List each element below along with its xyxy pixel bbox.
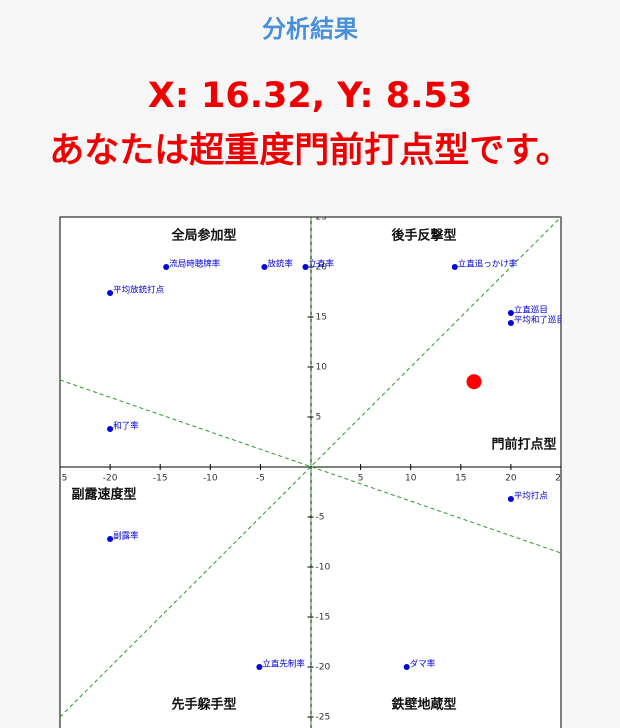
boundary-line (60, 379, 561, 554)
point (256, 664, 263, 670)
point (507, 320, 514, 326)
quadrant-label: 先手躱手型 (171, 697, 236, 713)
x-tick-label: -10 (203, 474, 218, 484)
point-label: 立直先制率 (262, 659, 305, 670)
point-label: 副露率 (113, 531, 139, 542)
point (107, 426, 114, 432)
plot: -25 -20 -15 -10 -5 5 10 15 20 25 -25 -20 -15 -10 -5 5 10… (53, 213, 566, 728)
point (403, 664, 410, 670)
point-label: 流局時聴牌率 (169, 259, 221, 270)
point (507, 496, 514, 502)
quadrant-label: 後手反撃型 (391, 228, 456, 244)
x-tick-label: -20 (103, 474, 118, 484)
point (107, 536, 114, 542)
x-tick-label: 15 (455, 474, 466, 484)
point-label: 立直率 (308, 259, 334, 270)
point (302, 264, 309, 270)
result-message: あなたは超重度門前打点型です。 (49, 131, 571, 171)
point-label: 和了率 (113, 421, 139, 432)
point-label: 立直追っかけ率 (458, 259, 518, 270)
point-label: 平均放銃打点 (113, 285, 165, 296)
y-tick-label: -25 (316, 713, 331, 723)
x-tick-label: 25 (555, 474, 566, 484)
y-tick-label: 15 (316, 313, 327, 323)
point-label: 平均和了巡目 (514, 315, 565, 326)
y-tick-label: 10 (316, 363, 328, 373)
point (507, 310, 514, 316)
x-tick-label: -5 (256, 474, 265, 484)
x-tick-label: -25 (53, 474, 68, 484)
boundary-line (60, 217, 561, 718)
quadrant-label: 鉄壁地蔵型 (391, 697, 456, 713)
y-tick-label: -20 (316, 663, 331, 673)
quadrant-label: 門前打点型 (491, 437, 556, 453)
point-label: 平均打点 (514, 491, 549, 502)
result-score: X: 16.32, Y: 8.53 (148, 76, 472, 116)
y-tick-label: 25 (316, 213, 327, 223)
point-label: 立直巡目 (514, 305, 548, 316)
y-tick-label: 5 (316, 413, 322, 423)
x-tick-label: -15 (153, 474, 168, 484)
point (163, 264, 170, 270)
x-tick-label: 10 (405, 474, 417, 484)
y-tick-label: -5 (316, 513, 325, 523)
point-label: ダマ率 (410, 659, 436, 670)
point (261, 264, 268, 270)
quadrant-label: 副露速度型 (71, 487, 136, 503)
x-tick-label: 5 (358, 474, 364, 484)
y-tick-label: -10 (316, 563, 331, 573)
y-tick-label: 20 (316, 263, 328, 273)
page-title: 分析結果 (262, 15, 358, 43)
quadrant-label: 全局参加型 (170, 228, 236, 244)
point (451, 264, 458, 270)
point-label: 放銃率 (267, 259, 293, 270)
user-point (466, 374, 482, 390)
y-tick-label: -15 (316, 613, 331, 623)
point (107, 290, 114, 296)
x-tick-label: 20 (505, 474, 517, 484)
